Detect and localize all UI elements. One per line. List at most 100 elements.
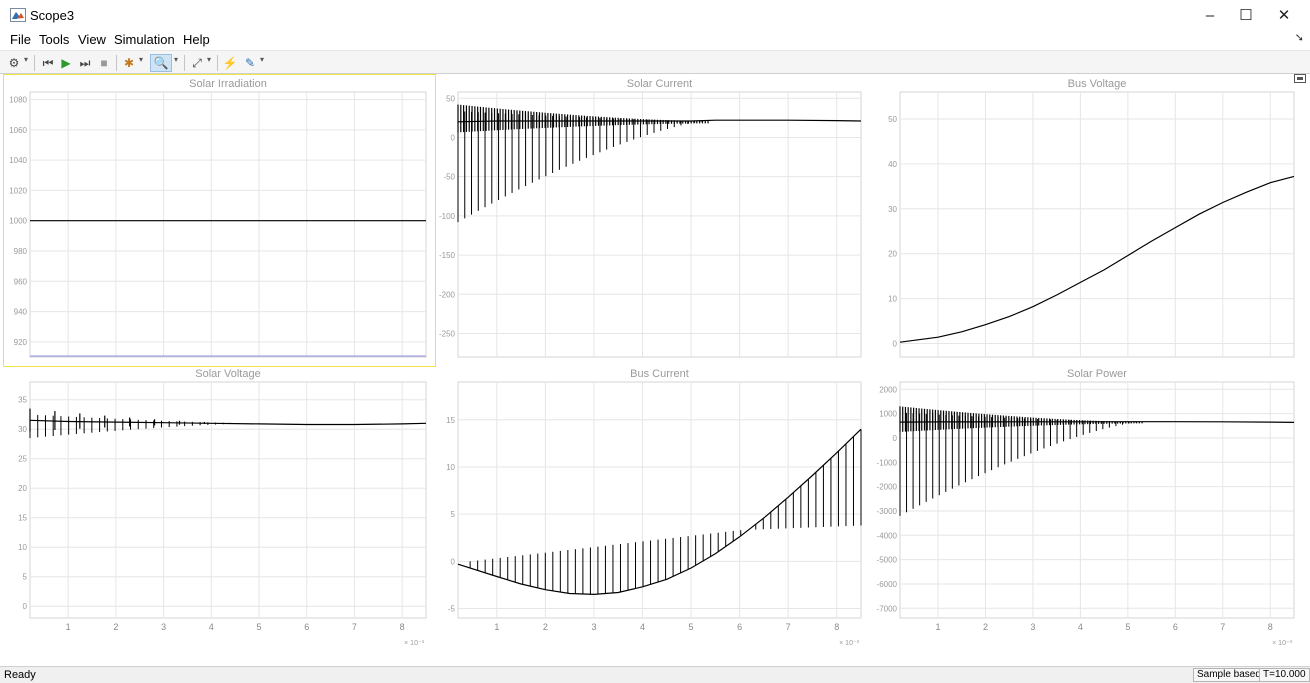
y-tick-label: 30 — [888, 205, 897, 214]
y-tick-label: 1080 — [9, 96, 27, 105]
x-tick-label: 4 — [640, 622, 645, 632]
status-bar: Ready Sample based T=10.000 — [0, 666, 1310, 683]
y-tick-label: 15 — [446, 416, 455, 425]
series-line — [29, 419, 427, 426]
x-tick-label: 5 — [257, 622, 262, 632]
y-tick-label: -7000 — [877, 604, 898, 613]
axes-box — [899, 91, 1295, 358]
x-tick-label: 5 — [1125, 622, 1130, 632]
y-tick-label: -5000 — [877, 556, 898, 565]
x-exponent-label: × 10⁻³ — [839, 640, 860, 647]
spike-group — [457, 111, 702, 223]
window-title: Scope3 — [30, 8, 75, 23]
x-tick-label: 6 — [1173, 622, 1178, 632]
y-tick-label: 35 — [18, 396, 27, 405]
y-tick-label: 0 — [451, 557, 456, 566]
axes-solar-voltage[interactable]: Solar Voltage 0 5 10 15 20 25 30 35 1 2 3 4 5 6 7 8 × 10⁻… — [0, 368, 436, 671]
y-tick-label: 2000 — [879, 385, 897, 394]
menu-file[interactable]: File — [10, 32, 31, 47]
minimize-button[interactable]: – — [1205, 6, 1215, 24]
x-tick-label: 7 — [786, 622, 791, 632]
highlight-dropdown-icon[interactable]: ▾ — [139, 55, 144, 64]
y-tick-label: 10 — [446, 463, 455, 472]
axes-solar-irradiation[interactable]: Solar Irradiation 920 940 960 980 1000 1020 104… — [0, 74, 436, 373]
x-tick-label: 5 — [689, 622, 694, 632]
y-tick-label: 1000 — [879, 410, 897, 419]
plot-svg: Solar Current -250 -200 -150 -100 -50 0 50 — [439, 78, 862, 358]
y-tick-label: -100 — [439, 212, 456, 221]
y-tick-label: -2000 — [877, 483, 898, 492]
x-tick-label: 3 — [161, 622, 166, 632]
plot-title: Bus Current — [630, 368, 689, 380]
zoom-icon[interactable]: 🔍 — [150, 54, 172, 72]
x-tick-label: 1 — [66, 622, 71, 632]
x-tick-label: 2 — [983, 622, 988, 632]
y-tick-label: 1060 — [9, 126, 27, 135]
menu-help[interactable]: Help — [183, 32, 210, 47]
y-tick-label: 1040 — [9, 156, 27, 165]
x-exponent-label: × 10⁻³ — [1272, 640, 1293, 647]
y-tick-label: -250 — [439, 329, 456, 338]
x-tick-label: 8 — [400, 622, 405, 632]
x-tick-label: 8 — [834, 622, 839, 632]
maximize-button[interactable]: ☐ — [1239, 7, 1253, 24]
series-line — [457, 119, 862, 123]
scale-axes-icon[interactable]: ⤢ — [192, 55, 202, 70]
y-tick-label: 980 — [14, 247, 28, 256]
y-tick-label: 1020 — [9, 186, 27, 195]
axes-bus-current[interactable]: Bus Current -5 0 5 10 15 1 2 3 4 5 6 7 8 × 10⁻³ — [436, 368, 870, 671]
undock-icon[interactable] — [1294, 74, 1306, 83]
x-tick-label: 7 — [352, 622, 357, 632]
measurements-dropdown-icon[interactable]: ▾ — [260, 55, 265, 64]
y-tick-label: 0 — [451, 133, 456, 142]
menu-tools[interactable]: Tools — [39, 32, 70, 47]
y-tick-label: -6000 — [877, 580, 898, 589]
cursor-measurements-icon[interactable]: ✎ — [244, 56, 256, 70]
x-exponent-label: × 10⁻³ — [404, 640, 425, 647]
spike-group — [29, 414, 248, 439]
scale-axes-dropdown-icon[interactable]: ▾ — [207, 55, 212, 64]
step-back-icon[interactable]: ⏮ — [42, 55, 54, 70]
highlight-icon[interactable]: ✱ — [123, 56, 135, 70]
series-line — [457, 428, 862, 596]
close-button[interactable]: ✕ — [1277, 7, 1291, 24]
menu-view[interactable]: View — [78, 32, 106, 47]
plot-svg: Bus Voltage 0 10 20 30 40 50 — [888, 78, 1295, 358]
y-tick-label: 10 — [888, 295, 897, 304]
y-tick-label: -200 — [439, 290, 456, 299]
scope-plot-area: Solar Irradiation 920 940 960 980 1000 1020 104… — [0, 74, 1310, 666]
configuration-dropdown-icon[interactable]: ▾ — [24, 55, 29, 64]
y-tick-label: 10 — [18, 543, 27, 552]
menu-simulation[interactable]: Simulation — [114, 32, 175, 47]
stop-icon[interactable]: ■ — [100, 56, 108, 70]
axes-solar-power[interactable]: Solar Power -7000 -6000 -5000 -4000 -3000 -200… — [870, 368, 1310, 671]
zoom-dropdown-icon[interactable]: ▾ — [174, 55, 179, 64]
y-tick-label: 0 — [893, 340, 898, 349]
configuration-icon[interactable]: ⚙ — [8, 56, 20, 70]
axes-solar-current[interactable]: Solar Current -250 -200 -150 -100 -50 0 50 — [436, 74, 870, 373]
y-tick-label: 1000 — [9, 217, 27, 226]
plot-svg: Solar Irradiation 920 940 960 980 1000 1020 104… — [9, 78, 427, 358]
step-forward-icon[interactable]: ⏭ — [79, 55, 91, 70]
y-tick-label: 30 — [18, 425, 27, 434]
triggers-icon[interactable]: ⚡ — [222, 56, 238, 70]
axes-box — [29, 91, 427, 358]
x-tick-label: 4 — [1078, 622, 1083, 632]
y-tick-label: 0 — [893, 434, 898, 443]
y-tick-label: -50 — [443, 173, 455, 182]
y-tick-label: 960 — [14, 277, 28, 286]
y-tick-label: 15 — [18, 514, 27, 523]
y-tick-label: 920 — [14, 338, 28, 347]
sample-mode-indicator: Sample based — [1193, 668, 1265, 682]
plot-title: Bus Voltage — [1068, 78, 1127, 90]
axes-box — [29, 381, 427, 619]
x-tick-label: 2 — [543, 622, 548, 632]
x-tick-label: 1 — [494, 622, 499, 632]
plot-title: Solar Irradiation — [189, 78, 267, 90]
plot-svg: Solar Voltage 0 5 10 15 20 25 30 35 1 2 3 4 5 6 7 8 × 10⁻… — [18, 368, 427, 647]
y-tick-label: -150 — [439, 251, 456, 260]
dock-arrow-icon[interactable]: ➘ — [1294, 32, 1304, 44]
axes-bus-voltage[interactable]: Bus Voltage 0 10 20 30 40 50 — [870, 74, 1310, 373]
x-tick-label: 8 — [1268, 622, 1273, 632]
run-icon[interactable]: ▶ — [61, 56, 71, 70]
